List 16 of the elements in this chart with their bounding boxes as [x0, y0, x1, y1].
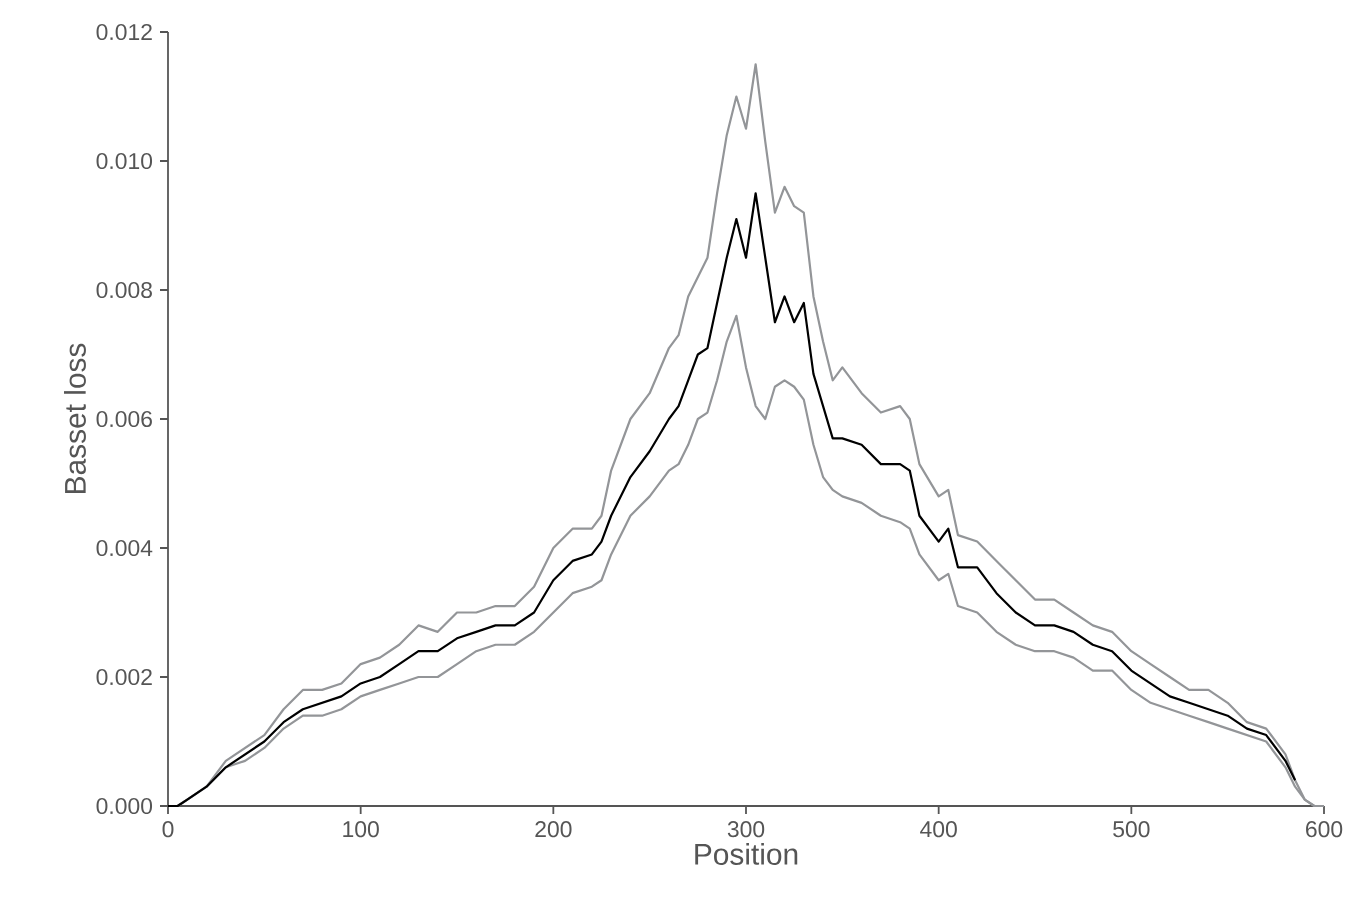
x-tick-label: 200: [535, 821, 572, 838]
y-tick-label: 0.000: [96, 797, 153, 815]
x-axis-title: Position: [695, 842, 798, 865]
x-tick-label: 0: [162, 821, 174, 838]
y-tick-label: 0.010: [96, 152, 153, 170]
y-tick-label: 0.012: [96, 23, 152, 41]
y-tick-label: 0.006: [96, 410, 152, 428]
x-tick-label: 600: [1306, 821, 1343, 838]
y-tick-label: 0.002: [96, 668, 152, 686]
y-tick-label: 0.004: [96, 539, 153, 557]
x-tick-label: 300: [727, 821, 765, 838]
y-axis-title: Basset loss: [63, 343, 86, 493]
x-tick-label: 500: [1113, 821, 1150, 838]
y-tick-label: 0.008: [96, 281, 152, 299]
x-tick-label: 400: [920, 821, 957, 838]
x-tick-label: 100: [343, 821, 379, 838]
